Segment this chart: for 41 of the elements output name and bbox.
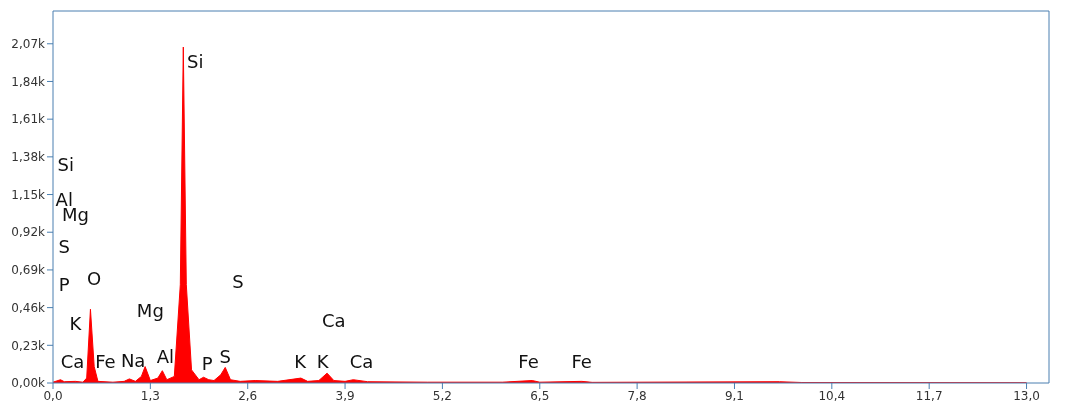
annotation: K [294,351,308,373]
annotation: Al [156,346,174,368]
annotation: O [87,267,102,289]
annotation: Si [57,154,74,176]
y-tick-label: 0,23k [11,338,46,353]
annotation: Fe [518,351,539,373]
annotation: S [219,346,231,368]
annotation: K [316,351,330,373]
y-tick-label: 0,92k [11,225,46,240]
x-tick-label: 9,1 [724,388,745,403]
y-tick-label: 0,00k [11,376,46,391]
y-tick-label: 1,15k [11,187,46,202]
y-tick-label: 0,69k [11,263,46,278]
annotation: Fe [571,351,592,373]
x-tick-label: 2,6 [238,388,258,403]
x-tick-label: 1,3 [140,388,160,403]
annotation: S [232,270,244,292]
annotation: P [58,274,70,296]
y-tick-label: 1,38k [11,150,46,165]
annotation: P [201,352,213,374]
annotation: Fe [95,351,116,373]
annotation: K [69,313,83,335]
y-tick-label: 1,61k [11,112,46,127]
x-tick-label: 3,9 [335,388,355,403]
y-tick-label: 0,46k [11,300,46,315]
annotation: Ca [60,351,85,373]
x-tick-label: 6,5 [530,388,550,403]
annotation: Ca [322,310,346,332]
y-tick-label: 1,84k [11,74,46,89]
x-tick-label: 0,0 [43,388,63,403]
annotation: Mg [136,300,164,322]
annotation: Si [187,51,204,73]
x-tick-label: 11,7 [915,388,943,403]
y-tick-label: 2,07k [11,37,46,52]
annotation: Ca [349,351,374,373]
x-tick-label: 10,4 [818,388,846,403]
annotation: Na [120,350,146,372]
annotation: S [58,236,70,258]
x-tick-label: 5,2 [432,388,452,403]
x-tick-label: 13,0 [1013,388,1040,403]
x-tick-label: 7,8 [627,388,647,403]
